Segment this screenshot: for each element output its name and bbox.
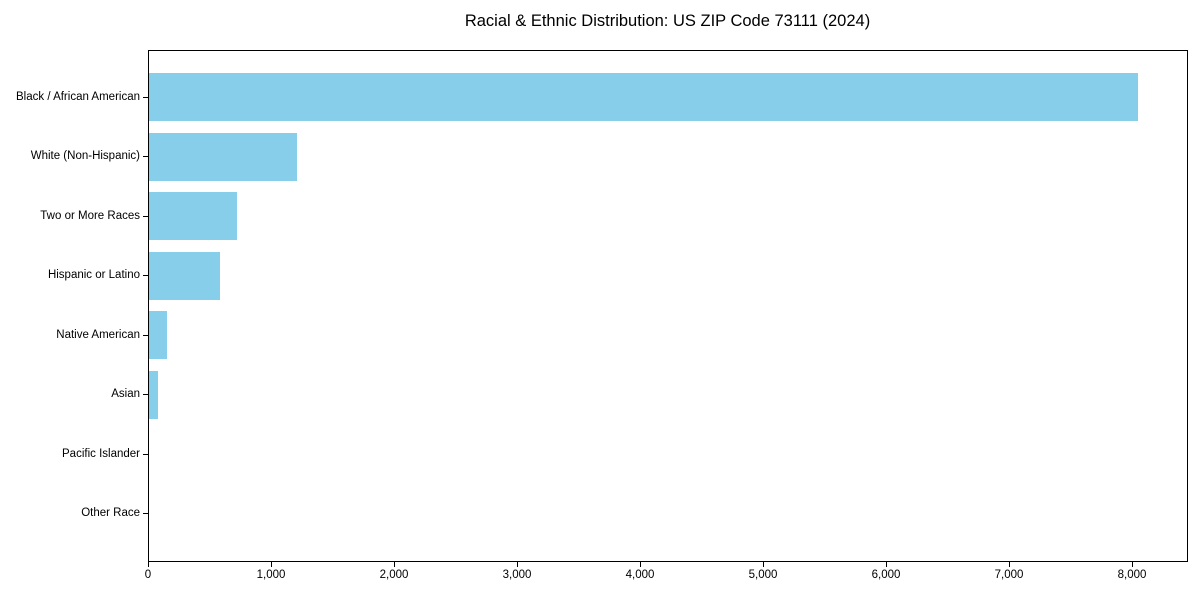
y-tick-label-other-race: Other Race (81, 507, 140, 520)
x-tick-4000 (639, 562, 641, 567)
y-tick-white-non-hispanic (143, 156, 148, 158)
x-tick-8000 (1131, 562, 1133, 567)
bar-white-non-hispanic (149, 132, 297, 181)
x-tick-6000 (885, 562, 887, 567)
y-tick-label-black-african-american: Black / African American (16, 90, 140, 103)
x-tick-label-3000: 3,000 (502, 569, 532, 581)
x-tick-7000 (1008, 562, 1010, 567)
x-tick-label-4000: 4,000 (625, 569, 655, 581)
x-tick-label-7000: 7,000 (994, 569, 1024, 581)
y-tick-label-two-or-more-races: Two or More Races (40, 209, 140, 222)
y-tick-pacific-islander (143, 453, 148, 455)
bar-black-african-american (149, 73, 1138, 122)
y-tick-label-pacific-islander: Pacific Islander (62, 447, 140, 460)
y-tick-label-hispanic-or-latino: Hispanic or Latino (47, 269, 140, 282)
plot-area (148, 50, 1188, 562)
x-tick-label-5000: 5,000 (748, 569, 778, 581)
x-tick-label-0: 0 (144, 569, 152, 581)
y-tick-label-asian: Asian (111, 388, 140, 401)
bar-two-or-more-races (149, 192, 237, 241)
x-tick-2000 (393, 562, 395, 567)
x-tick-label-8000: 8,000 (1117, 569, 1147, 581)
bar-hispanic-or-latino (149, 251, 220, 300)
x-tick-5000 (762, 562, 764, 567)
y-tick-black-african-american (143, 96, 148, 98)
y-tick-label-native-american: Native American (56, 328, 140, 341)
y-tick-other-race (143, 513, 148, 515)
y-tick-asian (143, 394, 148, 396)
y-tick-hispanic-or-latino (143, 275, 148, 277)
bar-native-american (149, 311, 168, 360)
chart-title: Racial & Ethnic Distribution: US ZIP Cod… (464, 12, 871, 30)
bar-asian (149, 370, 159, 419)
y-tick-two-or-more-races (143, 215, 148, 217)
x-tick-0 (147, 562, 149, 567)
x-tick-label-1000: 1,000 (256, 569, 286, 581)
x-tick-3000 (516, 562, 518, 567)
x-tick-label-2000: 2,000 (379, 569, 409, 581)
x-tick-label-6000: 6,000 (871, 569, 901, 581)
y-tick-native-american (143, 334, 148, 336)
x-tick-1000 (270, 562, 272, 567)
y-tick-label-white-non-hispanic: White (Non-Hispanic) (30, 150, 140, 163)
